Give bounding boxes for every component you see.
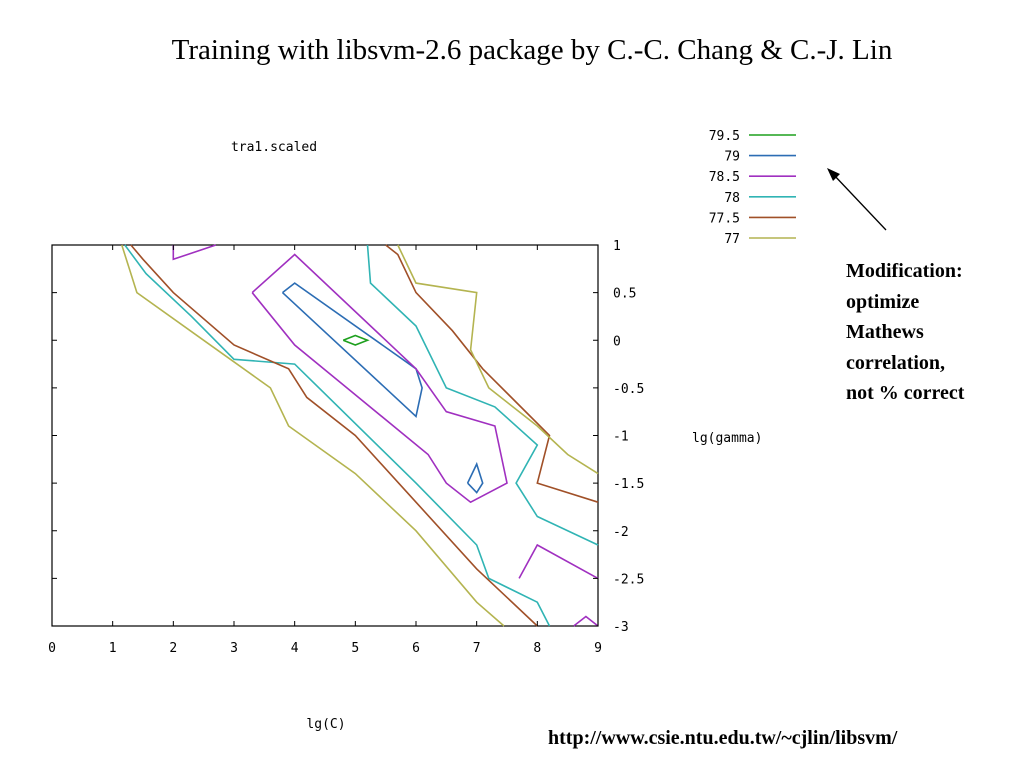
x-tick-label: 0: [48, 641, 56, 656]
y-tick-label: -3: [613, 620, 629, 635]
y-axis-label: lg(gamma): [692, 431, 762, 446]
x-axis: 0 1 2 3 4 5 6 7 8 9: [48, 245, 602, 656]
annotation-line: correlation,: [846, 351, 946, 374]
contour-lines: [121, 244, 599, 627]
annotation-line: Mathews: [846, 321, 924, 343]
contour-line-77: [121, 244, 505, 627]
contour-line-77: [397, 244, 599, 475]
legend-label: 79.5: [709, 129, 740, 144]
legend-label: 77.5: [709, 211, 740, 226]
x-tick-label: 2: [169, 641, 177, 656]
annotation-line: optimize: [846, 290, 920, 313]
x-tick-label: 6: [412, 641, 420, 656]
legend-label: 79: [724, 150, 740, 165]
y-tick-label: 1: [613, 239, 621, 254]
x-tick-label: 1: [109, 641, 117, 656]
annotation-line: Modification:: [846, 260, 963, 282]
x-axis-label: lg(C): [306, 717, 345, 732]
source-url: http://www.csie.ntu.edu.tw/~cjlin/libsvm…: [548, 727, 898, 749]
contour-line-77.5: [130, 244, 538, 627]
contour-line-78: [366, 244, 599, 546]
contour-line-78.5: [172, 244, 217, 261]
annotation-arrow: [832, 173, 887, 231]
x-tick-label: 8: [533, 641, 541, 656]
contour-line-78: [124, 244, 551, 627]
contour-line-78.5: [573, 615, 599, 627]
contour-line-78.5: [518, 543, 599, 580]
contour-line-77.5: [385, 244, 599, 503]
x-tick-label: 7: [473, 641, 481, 656]
chart-title: tra1.scaled: [231, 140, 317, 155]
plot-frame: [51, 244, 599, 627]
x-tick-label: 9: [594, 641, 602, 656]
legend-label: 78.5: [709, 170, 740, 185]
contour-line-79.5: [342, 334, 370, 346]
y-tick-label: -0.5: [613, 382, 644, 397]
annotation-arrowhead: [827, 168, 840, 181]
x-tick-label: 3: [230, 641, 238, 656]
y-tick-label: 0: [613, 334, 621, 349]
y-tick-label: -1: [613, 430, 629, 445]
annotation-line: not % correct: [846, 382, 965, 404]
contour-line-79: [466, 461, 484, 494]
contour-line-79: [281, 282, 423, 418]
legend: 79.5 79 78.5 78 77.5 77: [709, 129, 796, 247]
y-tick-label: 0.5: [613, 287, 636, 302]
x-tick-label: 5: [351, 641, 359, 656]
y-axis: 1 0.5 0 -0.5 -1 -1.5 -2 -2.5 -3: [52, 239, 644, 635]
y-tick-label: -2.5: [613, 572, 644, 587]
slide-title: Training with libsvm-2.6 package by C.-C…: [171, 34, 893, 66]
annotation-text: Modification: optimize Mathews correlati…: [846, 256, 1021, 409]
legend-label: 77: [724, 232, 740, 247]
y-tick-label: -2: [613, 525, 629, 540]
contour-line-78.5: [251, 253, 508, 504]
y-tick-label: -1.5: [613, 477, 644, 492]
x-tick-label: 4: [291, 641, 299, 656]
legend-label: 78: [724, 191, 740, 206]
